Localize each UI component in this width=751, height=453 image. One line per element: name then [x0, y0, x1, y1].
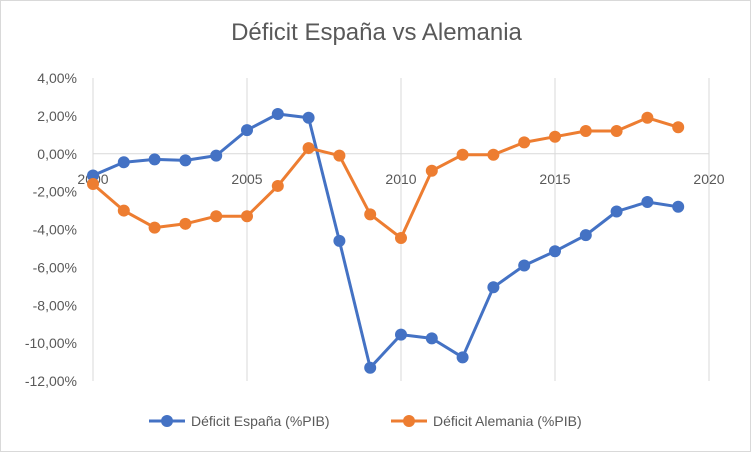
x-tick-label: 2020 — [693, 171, 724, 187]
data-point — [579, 125, 592, 138]
data-point — [210, 210, 223, 223]
legend-label: Déficit Alemania (%PIB) — [433, 413, 582, 429]
data-point — [641, 111, 654, 124]
data-point — [117, 204, 130, 217]
x-tick-label: 2010 — [385, 171, 416, 187]
legend: Déficit España (%PIB) Déficit Alemania (%… — [149, 413, 582, 429]
data-point — [302, 142, 315, 155]
legend-item: Déficit España (%PIB) — [149, 413, 330, 429]
data-point — [364, 361, 377, 374]
y-tick-label: 0,00% — [37, 146, 77, 162]
data-point — [672, 121, 685, 134]
x-tick-label: 2005 — [231, 171, 262, 187]
data-point — [641, 196, 654, 209]
data-point — [148, 221, 161, 234]
y-axis: 4,00% 2,00% 0,00% -2,00% -4,00% -6,00% -8,00% -… — [25, 70, 77, 389]
data-point — [271, 107, 284, 120]
data-point — [518, 259, 531, 272]
legend-swatch-marker — [161, 415, 173, 427]
series-line — [92, 112, 679, 370]
data-point — [487, 281, 500, 294]
y-tick-label: 4,00% — [37, 70, 77, 86]
legend-swatch-marker — [403, 415, 415, 427]
data-point — [549, 245, 561, 258]
data-point — [456, 148, 469, 161]
data-point — [333, 234, 346, 247]
data-point — [241, 124, 253, 137]
data-point — [395, 328, 407, 341]
data-point — [610, 205, 623, 218]
data-point — [518, 136, 531, 149]
data-point — [333, 149, 346, 162]
data-point — [87, 169, 99, 182]
data-point — [117, 156, 130, 169]
data-point — [271, 179, 284, 192]
legend-label: Déficit España (%PIB) — [191, 413, 330, 429]
data-point — [395, 232, 407, 245]
data-point — [672, 200, 685, 213]
data-point — [148, 153, 161, 166]
data-point — [87, 178, 99, 191]
chart-title: Déficit España vs Alemania — [231, 19, 522, 46]
series-1 — [87, 107, 685, 374]
data-point — [179, 154, 192, 167]
data-point — [425, 164, 438, 177]
y-tick-label: -6,00% — [33, 259, 77, 275]
y-tick-label: -12,00% — [25, 373, 77, 389]
data-point — [456, 351, 469, 364]
data-point — [179, 217, 192, 230]
y-tick-label: 2,00% — [37, 108, 77, 124]
x-axis: 20002005201020152020 — [77, 171, 724, 187]
data-point — [210, 149, 223, 162]
y-tick-label: -8,00% — [33, 297, 77, 313]
data-point — [241, 210, 253, 223]
data-point — [425, 332, 438, 345]
data-point — [364, 208, 377, 221]
series-2 — [87, 111, 685, 245]
data-point — [549, 130, 561, 143]
y-tick-label: -2,00% — [33, 184, 77, 200]
x-tick-label: 2015 — [539, 171, 570, 187]
data-point — [302, 111, 315, 124]
data-point — [579, 229, 592, 242]
data-point — [610, 125, 623, 138]
data-point — [487, 148, 500, 161]
y-tick-label: -4,00% — [33, 222, 77, 238]
legend-item: Déficit Alemania (%PIB) — [391, 413, 582, 429]
y-tick-label: -10,00% — [25, 335, 77, 351]
